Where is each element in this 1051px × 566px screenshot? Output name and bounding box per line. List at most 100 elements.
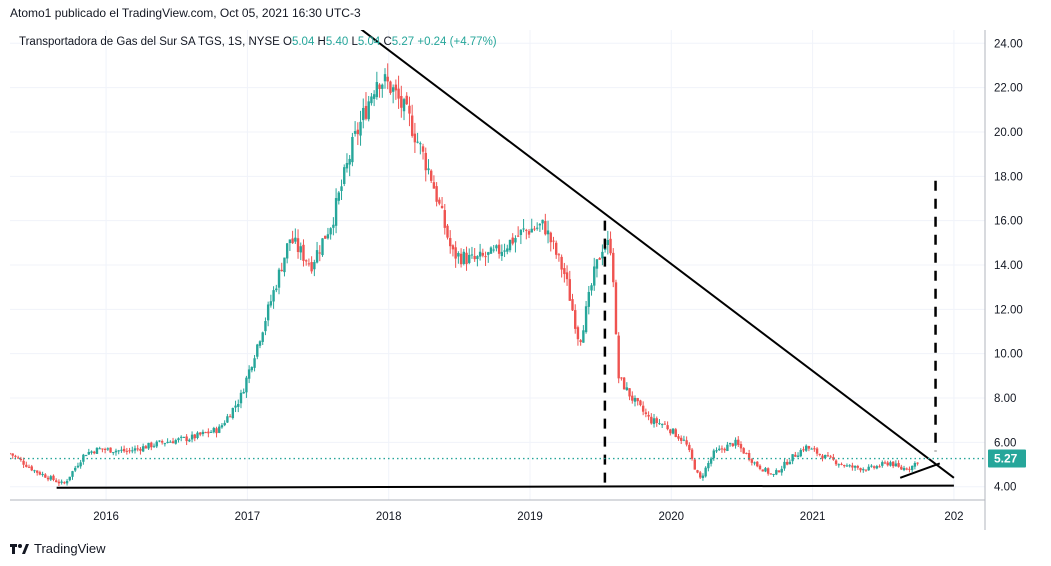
candle-up bbox=[239, 392, 243, 404]
candle-up bbox=[277, 269, 281, 288]
x-tick-label: 2020 bbox=[659, 511, 685, 523]
y-tick-label: 10.00 bbox=[994, 349, 1023, 361]
candle-up bbox=[546, 230, 550, 235]
candle-up bbox=[258, 341, 262, 346]
candle-down bbox=[829, 456, 832, 458]
candle-down bbox=[497, 244, 501, 254]
candle-up bbox=[519, 229, 523, 235]
candle-up bbox=[269, 301, 273, 306]
candle-down bbox=[424, 152, 427, 171]
candle-down bbox=[109, 447, 112, 453]
candle-up bbox=[889, 462, 892, 466]
candle-down bbox=[617, 335, 620, 379]
candle-down bbox=[125, 450, 129, 452]
candle-up bbox=[824, 454, 827, 459]
candle-down bbox=[446, 225, 449, 238]
candle-up bbox=[780, 468, 783, 473]
candle-down bbox=[644, 412, 648, 415]
candle-up bbox=[775, 470, 778, 475]
close-label: C bbox=[383, 36, 392, 48]
candle-down bbox=[723, 448, 726, 451]
candle-down bbox=[484, 256, 487, 258]
candle-down bbox=[171, 441, 175, 444]
candle-up bbox=[522, 228, 525, 230]
candle-up bbox=[117, 450, 120, 452]
candle-up bbox=[71, 471, 74, 477]
candle-up bbox=[326, 234, 330, 239]
candle-up bbox=[753, 462, 756, 464]
candle-down bbox=[669, 429, 672, 434]
candle-up bbox=[715, 450, 718, 452]
candle-up bbox=[671, 428, 675, 434]
candle-down bbox=[150, 442, 153, 448]
candle-down bbox=[410, 115, 414, 136]
close-value: 5.27 bbox=[391, 36, 415, 48]
candle-down bbox=[826, 455, 830, 457]
candle-down bbox=[459, 253, 463, 265]
candle-up bbox=[242, 391, 245, 394]
drawings-layer bbox=[10, 24, 985, 489]
tradingview-logo-icon bbox=[10, 543, 29, 554]
candle-up bbox=[652, 418, 656, 425]
candle-down bbox=[696, 470, 699, 473]
candle-up bbox=[250, 367, 254, 371]
publisher-line: Atomo1 publicado el TradingView.com, Oct… bbox=[10, 6, 361, 20]
chart-frame[interactable]: 4.00 6.00 8.00 10.00 12.00 14.00 16.00 18.00 20.… bbox=[8, 24, 1050, 530]
candle-up bbox=[141, 446, 145, 452]
candle-down bbox=[685, 440, 688, 445]
candle-down bbox=[160, 441, 164, 443]
candle-up bbox=[343, 167, 346, 184]
candle-down bbox=[631, 395, 634, 401]
candle-up bbox=[196, 432, 199, 439]
candle-down bbox=[900, 466, 903, 470]
candle-up bbox=[500, 251, 504, 257]
candle-down bbox=[663, 423, 667, 425]
candle-up bbox=[881, 462, 884, 466]
y-tick-label: 20.00 bbox=[994, 127, 1023, 139]
candle-down bbox=[16, 457, 20, 459]
x-tick-label: 2018 bbox=[376, 511, 402, 523]
price-chart[interactable]: 4.00 6.00 8.00 10.00 12.00 14.00 16.00 18.00 20.… bbox=[8, 24, 1050, 530]
candle-down bbox=[443, 210, 446, 228]
candle-down bbox=[818, 453, 821, 455]
candle-up bbox=[701, 475, 705, 479]
candle-down bbox=[307, 263, 311, 265]
candle-down bbox=[432, 182, 436, 189]
candle-up bbox=[234, 405, 237, 408]
candle-up bbox=[508, 239, 512, 251]
x-tick-label: 202 bbox=[944, 511, 963, 523]
candle-up bbox=[163, 443, 167, 445]
low-label: L bbox=[351, 36, 358, 48]
brand-name: TradingView bbox=[34, 541, 106, 556]
candle-up bbox=[332, 224, 335, 228]
tradingview-brand[interactable]: TradingView bbox=[10, 541, 106, 556]
candle-down bbox=[614, 282, 618, 335]
candle-down bbox=[612, 252, 615, 283]
candle-down bbox=[199, 432, 202, 435]
candle-up bbox=[783, 461, 786, 469]
candle-down bbox=[878, 466, 881, 468]
candle-down bbox=[296, 238, 300, 253]
candle-down bbox=[435, 186, 438, 202]
candle-down bbox=[677, 436, 680, 439]
candle-down bbox=[747, 453, 751, 460]
candle-up bbox=[514, 238, 517, 243]
candle-up bbox=[593, 266, 596, 286]
candle-down bbox=[389, 81, 392, 93]
candle-up bbox=[658, 423, 661, 425]
candle-down bbox=[35, 470, 39, 473]
candle-up bbox=[337, 192, 341, 201]
candle-down bbox=[139, 448, 142, 451]
y-tick-label: 18.00 bbox=[994, 171, 1023, 183]
candle-up bbox=[285, 243, 289, 259]
candle-down bbox=[356, 129, 360, 135]
candle-up bbox=[862, 469, 865, 471]
candle-down bbox=[280, 269, 283, 272]
candle-down bbox=[794, 454, 797, 457]
candle-down bbox=[769, 473, 773, 475]
candle-up bbox=[112, 452, 115, 454]
candle-down bbox=[438, 199, 441, 204]
candle-up bbox=[283, 257, 286, 273]
candle-down bbox=[454, 247, 457, 259]
candle-up bbox=[87, 451, 91, 455]
